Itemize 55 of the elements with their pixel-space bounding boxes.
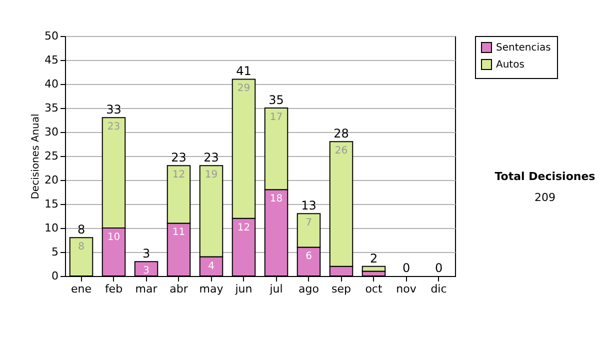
y-tick-label: 30 — [44, 126, 58, 138]
total-label: 3 — [142, 246, 150, 261]
data-label: 8 — [78, 242, 84, 253]
y-tick-label: 25 — [44, 150, 58, 162]
data-label: 17 — [270, 112, 283, 123]
legend-label: Autos — [496, 60, 524, 70]
y-tick-label: 10 — [44, 222, 58, 234]
x-tick-label: may — [199, 282, 224, 296]
y-tick-label: 5 — [52, 246, 58, 258]
y-tick-label: 0 — [52, 270, 58, 282]
y-tick-label: 20 — [44, 174, 58, 186]
x-tick-label: sep — [332, 282, 352, 296]
y-axis-title: Decisiones Anual — [30, 114, 42, 200]
total-label: 2 — [370, 251, 378, 266]
total-label: 41 — [236, 64, 252, 78]
total-label: 28 — [334, 126, 349, 141]
x-tick-label: jun — [234, 282, 252, 296]
x-tick-label: feb — [104, 282, 123, 296]
x-tick-label: ene — [70, 282, 92, 296]
data-label: 4 — [208, 260, 214, 272]
data-label: 11 — [172, 227, 186, 238]
data-label: 29 — [237, 83, 250, 94]
total-label: 13 — [301, 198, 316, 213]
data-label: 18 — [270, 194, 283, 205]
data-label: 19 — [204, 170, 218, 181]
x-tick-label: jul — [268, 282, 283, 296]
total-label: 33 — [106, 102, 122, 117]
x-tick-label: oct — [365, 282, 383, 296]
total-label: 0 — [434, 261, 443, 275]
x-tick-label: abr — [170, 282, 188, 296]
text: 209 — [534, 191, 556, 204]
data-label: 26 — [334, 146, 348, 157]
text: Total Decisiones — [494, 170, 596, 183]
y-tick-label: 45 — [44, 54, 58, 66]
total-label: 23 — [204, 150, 219, 165]
data-label: 6 — [306, 251, 312, 262]
total-label: 8 — [77, 222, 86, 237]
y-tick-label: 50 — [44, 30, 58, 42]
total-label: 23 — [171, 150, 186, 165]
y-tick-label: 35 — [44, 102, 58, 114]
total-label: 0 — [402, 261, 410, 275]
y-tick-label: 15 — [44, 198, 58, 210]
data-label: 7 — [306, 218, 312, 229]
data-label: 10 — [107, 232, 120, 243]
x-tick-label: nov — [396, 282, 417, 296]
x-tick-label: dic — [430, 282, 447, 296]
total-label: 35 — [268, 93, 284, 107]
data-label: 12 — [172, 170, 186, 181]
y-tick-label: 40 — [44, 78, 58, 90]
data-label: 12 — [237, 222, 250, 234]
data-label: 3 — [143, 266, 150, 277]
x-tick-label: mar — [135, 282, 158, 296]
data-label: 23 — [107, 122, 120, 133]
legend-label: Sentencias — [496, 42, 551, 54]
x-tick-label: ago — [298, 282, 320, 296]
